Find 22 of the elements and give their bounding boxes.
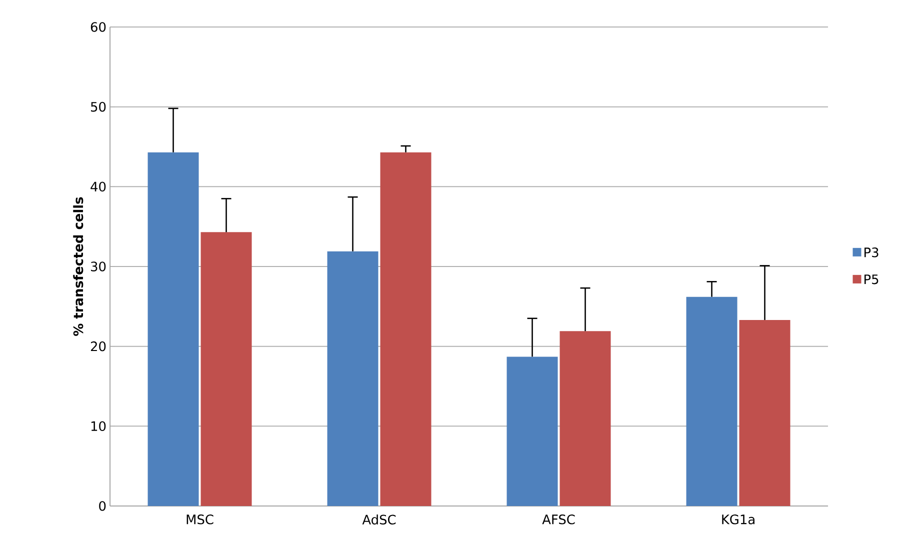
- bar: [327, 251, 378, 506]
- y-tick-label: 10: [91, 421, 106, 432]
- bar: [686, 296, 738, 506]
- y-tick-label: 50: [91, 102, 106, 112]
- y-axis-title: % transfected cells: [73, 197, 84, 336]
- y-tick-label: 0: [99, 501, 106, 511]
- bar: [560, 331, 611, 506]
- y-tick-label: 30: [90, 262, 106, 272]
- legend-label: P3: [864, 247, 878, 258]
- legend-label: P5: [864, 274, 878, 284]
- x-tick-label: AdSC: [362, 514, 396, 525]
- x-tick-label: KG1a: [722, 514, 754, 524]
- x-tick-label: AFSC: [542, 514, 575, 524]
- y-tick-label: 20: [90, 341, 106, 352]
- bar: [380, 152, 432, 506]
- bar: [200, 232, 252, 506]
- x-tick-label: MSC: [186, 514, 214, 524]
- y-tick-label: 60: [90, 22, 106, 32]
- bar: [148, 152, 199, 506]
- bar: [739, 320, 790, 506]
- bar: [506, 356, 558, 506]
- y-tick-label: 40: [90, 182, 106, 192]
